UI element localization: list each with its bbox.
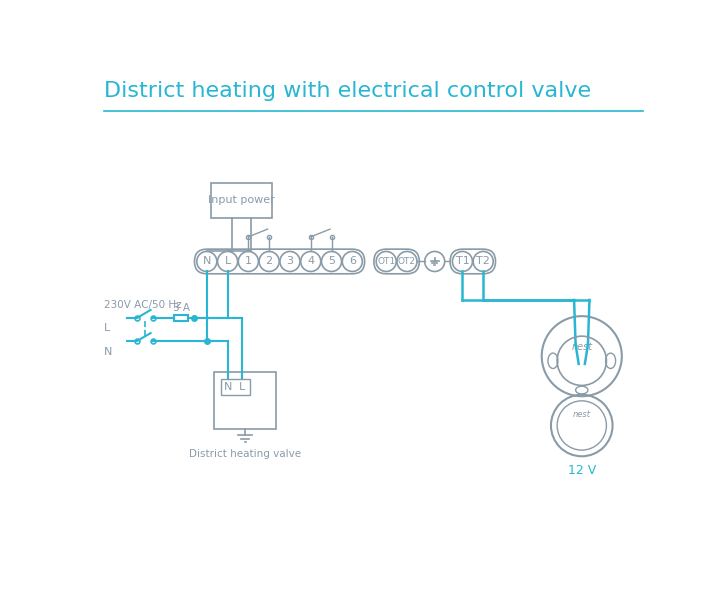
Text: OT1: OT1 <box>377 257 395 266</box>
Text: N: N <box>202 257 211 267</box>
Text: 12 V: 12 V <box>568 464 596 476</box>
Text: 230V AC/50 Hz: 230V AC/50 Hz <box>103 301 181 310</box>
Text: 2: 2 <box>266 257 273 267</box>
Text: 6: 6 <box>349 257 356 267</box>
Text: N: N <box>224 382 232 392</box>
Text: 1: 1 <box>245 257 252 267</box>
Text: nest: nest <box>571 342 593 352</box>
Text: L: L <box>239 382 245 392</box>
Text: District heating valve: District heating valve <box>189 448 301 459</box>
Text: 3 A: 3 A <box>173 304 190 314</box>
Text: OT2: OT2 <box>398 257 416 266</box>
Text: T1: T1 <box>456 257 470 267</box>
Text: 4: 4 <box>307 257 314 267</box>
Text: 5: 5 <box>328 257 335 267</box>
Text: T2: T2 <box>476 257 490 267</box>
Text: nest: nest <box>573 410 590 419</box>
Text: Input power: Input power <box>208 195 274 206</box>
Text: District heating with electrical control valve: District heating with electrical control… <box>103 81 590 100</box>
Text: L: L <box>224 257 231 267</box>
Text: L: L <box>103 324 110 333</box>
Text: 3: 3 <box>286 257 293 267</box>
Text: N: N <box>103 346 112 356</box>
